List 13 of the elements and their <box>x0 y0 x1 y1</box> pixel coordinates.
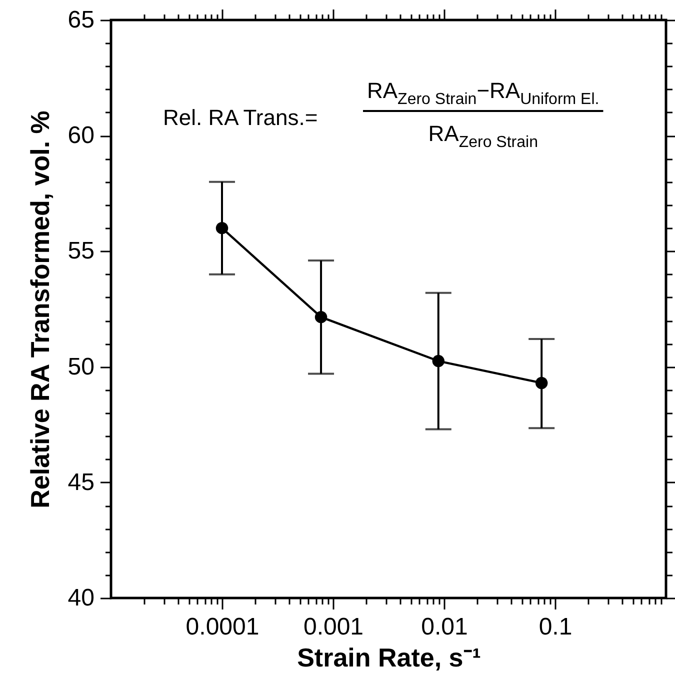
y-tick-label: 50 <box>68 353 94 380</box>
annotation: Rel. RA Trans.= <box>163 105 318 130</box>
x-tick-label: 0.1 <box>538 614 572 640</box>
y-tick-label: 60 <box>68 122 94 150</box>
y-tick-label: 45 <box>68 468 94 496</box>
x-tick-label: 0.01 <box>421 614 468 640</box>
x-tick-label: 0.001 <box>303 614 364 640</box>
y-tick-label: 65 <box>68 6 94 34</box>
x-tick-label: 0.0001 <box>186 614 260 640</box>
y-tick-label: 40 <box>68 584 94 612</box>
x-axis-title: Strain Rate, s⁻¹ <box>297 642 481 672</box>
y-tick-label: 55 <box>68 238 94 265</box>
y-axis-title: Relative RA Transformed, vol. % <box>24 110 55 508</box>
